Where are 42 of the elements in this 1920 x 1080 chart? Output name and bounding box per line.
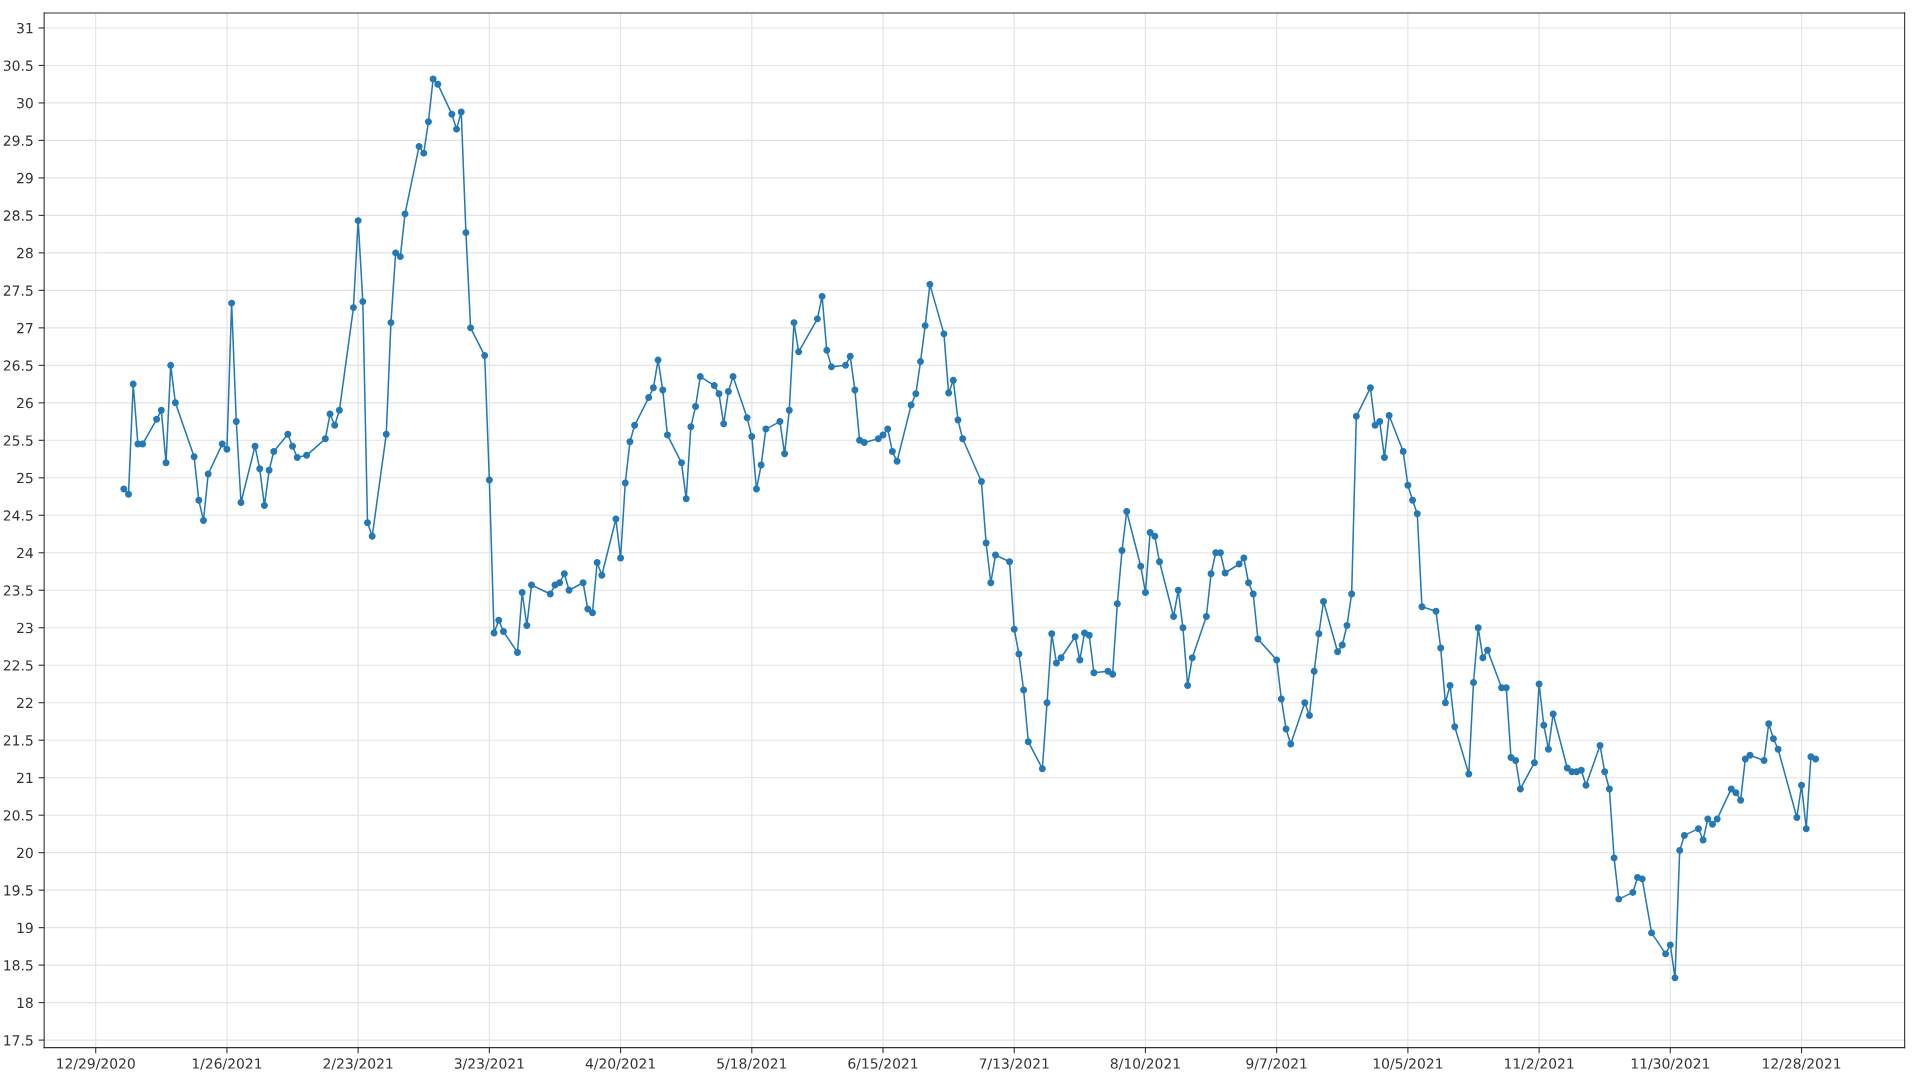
- x-tick-label: 11/30/2021: [1631, 1058, 1710, 1070]
- y-tick-label: 30: [17, 97, 33, 109]
- x-tick-label: 12/28/2021: [1763, 1058, 1841, 1070]
- y-tick-label: 20.5: [3, 810, 33, 821]
- y-tick-label: 26: [17, 397, 33, 409]
- y-tick-label: 19: [17, 922, 33, 934]
- y-tick-label: 29.5: [3, 135, 33, 146]
- y-tick-label: 22.5: [3, 660, 33, 671]
- x-tick-label: 12/29/2020: [57, 1058, 135, 1070]
- x-tick-label: 11/2/2021: [1505, 1058, 1574, 1070]
- y-tick-label: 27: [17, 322, 33, 334]
- y-tick-label: 22: [17, 697, 33, 708]
- x-tick-label: 3/23/2021: [454, 1058, 524, 1070]
- y-tick-label: 23.5: [3, 585, 33, 596]
- x-tick-label: 9/7/2021: [1246, 1058, 1307, 1070]
- y-tick-label: 30.5: [3, 60, 33, 71]
- y-tick-label: 24.5: [3, 510, 33, 521]
- y-tick-label: 25: [17, 472, 33, 484]
- y-tick-label: 23: [17, 622, 33, 634]
- y-tick-label: 31: [17, 22, 33, 34]
- y-tick-label: 28.5: [3, 210, 33, 221]
- y-tick-label: 19.5: [4, 885, 33, 896]
- x-tick-label: 6/15/2021: [848, 1058, 918, 1070]
- y-tick-label: 18: [17, 997, 33, 1009]
- y-tick-label: 26.5: [3, 360, 33, 371]
- y-tick-label: 17.5: [4, 1035, 33, 1046]
- x-tick-label: 5/18/2021: [717, 1058, 787, 1070]
- y-tick-label: 20: [17, 847, 33, 859]
- x-tick-label: 10/5/2021: [1373, 1058, 1443, 1070]
- y-tick-label: 21.5: [3, 735, 33, 746]
- x-tick-label: 7/13/2021: [979, 1058, 1049, 1070]
- y-tick-label: 28: [17, 247, 33, 259]
- y-tick-label: 18.5: [4, 960, 33, 971]
- x-tick-label: 4/20/2021: [585, 1058, 655, 1070]
- x-tick-label: 2/23/2021: [323, 1058, 393, 1070]
- y-tick-label: 21: [17, 772, 33, 783]
- y-tick-label: 24: [17, 547, 33, 559]
- y-tick-label: 29: [17, 172, 33, 184]
- x-tick-label: 8/10/2021: [1110, 1058, 1180, 1070]
- x-tick-label: 1/26/2021: [192, 1058, 262, 1070]
- y-tick-label: 27.5: [3, 285, 33, 296]
- y-tick-label: 25.5: [3, 435, 33, 446]
